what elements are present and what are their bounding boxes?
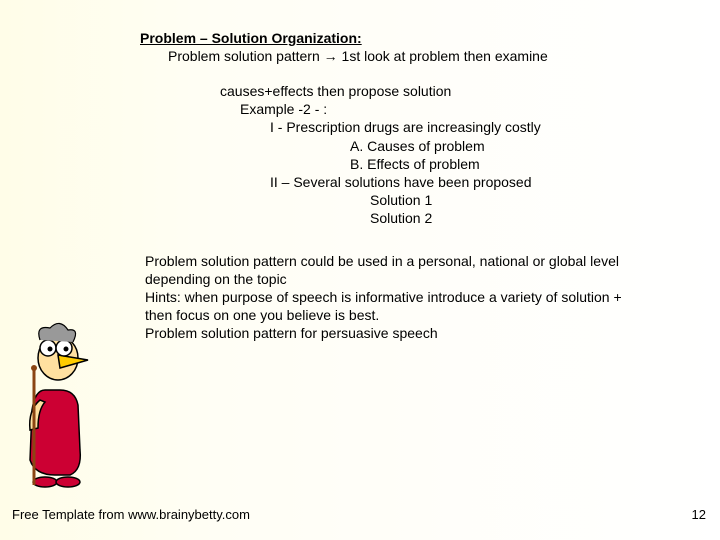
outline-line: Solution 1 [370,191,690,209]
outline-line: Example -2 - : [240,100,690,118]
para-line: Problem solution pattern for persuasive … [145,324,625,342]
outline-line: Solution 2 [370,209,690,227]
outline-block: causes+effects then propose solution Exa… [220,82,690,228]
outline-line: causes+effects then propose solution [220,82,690,100]
outline-line: II – Several solutions have been propose… [270,173,690,191]
slide-title: Problem – Solution Organization: [140,30,690,46]
para-line: Problem solution pattern could be used i… [145,252,625,288]
outline-line: B. Effects of problem [350,155,690,173]
cartoon-character-icon [10,310,110,490]
para-line: Hints: when purpose of speech is informa… [145,288,625,324]
intro-line: Problem solution pattern → 1st look at p… [168,48,690,64]
footer-text: Free Template from www.brainybetty.com [12,507,250,522]
page-number: 12 [692,507,706,522]
outline-line: I - Prescription drugs are increasingly … [270,118,690,136]
outline-line: A. Causes of problem [350,137,690,155]
paragraph-block: Problem solution pattern could be used i… [145,252,625,343]
